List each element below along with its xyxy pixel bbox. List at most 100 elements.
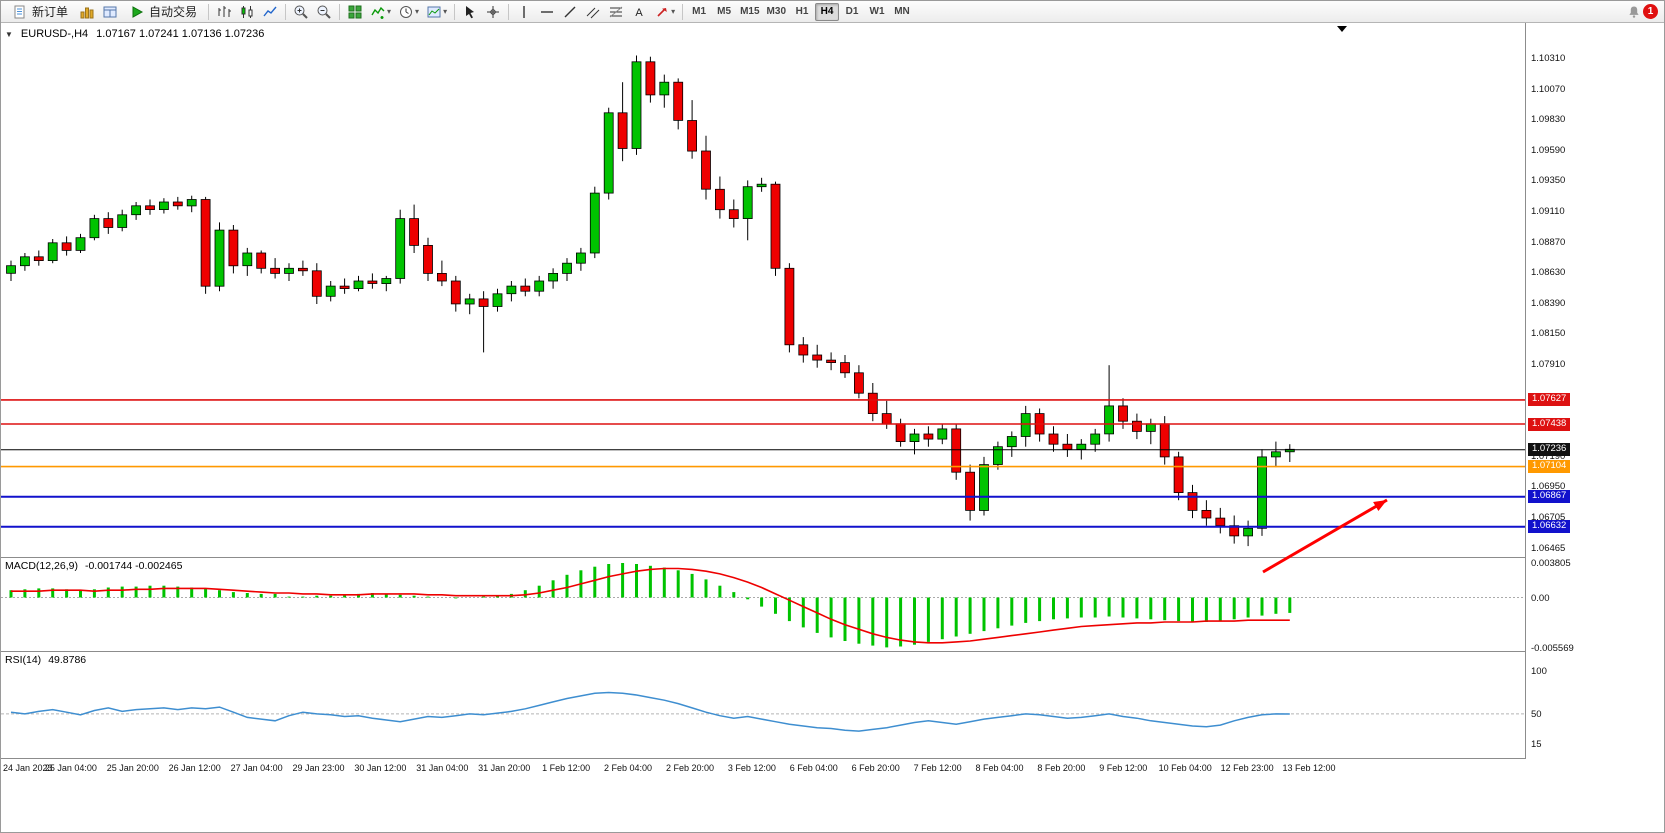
candle-body <box>200 199 211 287</box>
crosshair-button[interactable] <box>482 2 504 22</box>
fibonacci-button[interactable] <box>605 2 627 22</box>
new-order-icon <box>14 5 25 18</box>
charts-stack-icon <box>80 7 94 18</box>
candle-body <box>1145 423 1156 432</box>
candle-body <box>172 201 183 207</box>
candle-body <box>562 262 572 274</box>
timeframe-h1-button[interactable]: H1 <box>790 3 814 21</box>
candle-body <box>1062 443 1073 450</box>
candle-body <box>33 256 44 262</box>
line-chart-icon <box>263 6 277 16</box>
channel-button[interactable] <box>582 2 604 22</box>
price-badge[interactable]: 1.06867 <box>1528 490 1571 504</box>
candle-body <box>145 205 155 211</box>
candle-body <box>603 112 614 194</box>
candle-body <box>770 183 781 269</box>
cursor-button[interactable] <box>459 2 481 22</box>
rsi-axis-label: 100 <box>1531 666 1547 677</box>
candle-body <box>436 272 447 282</box>
timeframe-w1-button[interactable]: W1 <box>865 3 889 21</box>
price-badge[interactable]: 1.06632 <box>1528 520 1571 534</box>
candle-body <box>589 192 600 254</box>
candle-body <box>617 112 628 149</box>
price-axis-label: 1.07910 <box>1531 358 1566 370</box>
templates-button[interactable]: ▾ <box>423 2 450 22</box>
text-button[interactable]: A <box>628 2 650 22</box>
main-chart-plot[interactable] <box>1 23 1525 557</box>
candle-body <box>784 267 795 346</box>
chart-shift-marker[interactable] <box>1337 26 1347 32</box>
panel-divider[interactable] <box>1 651 1664 652</box>
charts-stack-button[interactable] <box>76 2 98 22</box>
timeframe-m1-button[interactable]: M1 <box>687 3 711 21</box>
price-badge[interactable]: 1.07104 <box>1528 460 1571 474</box>
autotrade-label: 自动交易 <box>149 5 198 19</box>
notification-badge[interactable]: 1 <box>1643 4 1658 19</box>
time-axis-label: 7 Feb 12:00 <box>913 763 962 773</box>
autotrade-play-icon <box>132 5 144 18</box>
candle-body <box>1006 436 1017 448</box>
trendline-button[interactable] <box>559 2 581 22</box>
tile-windows-button[interactable] <box>344 2 366 22</box>
zoom-in-button[interactable] <box>290 2 312 22</box>
one-click-trading-icon[interactable]: ▼ <box>5 29 13 39</box>
candle-body <box>423 244 433 274</box>
price-axis-label: 1.06465 <box>1531 543 1566 554</box>
price-badge[interactable]: 1.07438 <box>1528 417 1571 431</box>
timeframe-m30-button[interactable]: M30 <box>764 3 789 21</box>
periods-button[interactable]: ▾ <box>395 2 422 22</box>
dropdown-caret-icon: ▾ <box>443 7 448 16</box>
price-axis-label: 1.08390 <box>1531 297 1566 309</box>
profiles-button[interactable] <box>99 2 121 22</box>
price-axis-label: 1.09830 <box>1531 114 1566 126</box>
candle-body <box>1090 433 1101 445</box>
zoom-out-button[interactable] <box>313 2 335 22</box>
timeframe-mn-button[interactable]: MN <box>890 3 914 21</box>
price-axis-label: 1.09350 <box>1531 175 1566 187</box>
arrows-button[interactable]: ▾ <box>651 2 678 22</box>
panel-divider[interactable] <box>1 557 1664 558</box>
price-badge[interactable]: 1.07236 <box>1528 443 1571 457</box>
macd-header: MACD(12,26,9) -0.001744 -0.002465 <box>5 560 182 572</box>
candle-body <box>756 183 767 188</box>
indicators-button[interactable]: ▾ <box>367 2 394 22</box>
alerts-bell-icon[interactable] <box>1626 4 1642 20</box>
horizontal-line-button[interactable] <box>536 2 558 22</box>
candle-body <box>228 229 239 267</box>
timeframe-h4-button[interactable]: H4 <box>815 2 839 21</box>
toolbar-separator <box>508 3 510 20</box>
candle-body <box>854 372 864 394</box>
time-axis-label: 26 Jan 12:00 <box>168 763 221 773</box>
candlestick-chart-button[interactable] <box>236 2 258 22</box>
rsi-axis-label: 50 <box>1531 708 1542 720</box>
candle-body <box>701 150 711 190</box>
autotrade-button[interactable]: 自动交易 <box>122 2 204 22</box>
timeframe-m5-button[interactable]: M5 <box>712 3 736 21</box>
time-axis-label: 25 Jan 20:00 <box>106 763 159 773</box>
candle-body <box>534 280 545 292</box>
candle-body <box>826 359 836 364</box>
time-axis[interactable]: 24 Jan 2023 25 Jan 04:00 25 Jan 20:00 26 Ja… <box>1 759 1525 779</box>
macd-panel-plot[interactable] <box>1 558 1525 651</box>
candle-body <box>1201 509 1212 519</box>
line-chart-button[interactable] <box>259 2 281 22</box>
new-order-button[interactable]: 新订单 <box>5 2 75 22</box>
candle-body <box>867 392 878 415</box>
candle-body <box>909 433 920 442</box>
candle-body <box>1076 443 1087 450</box>
rsi-panel-plot[interactable] <box>1 652 1525 758</box>
candle-body <box>937 428 948 440</box>
timeframe-d1-button[interactable]: D1 <box>840 3 864 21</box>
toolbar-separator <box>208 3 210 20</box>
new-order-label: 新订单 <box>32 5 69 19</box>
candle-body <box>742 186 753 219</box>
vertical-line-button[interactable] <box>513 2 535 22</box>
candle-body <box>1187 492 1198 511</box>
price-axis[interactable]: 1.10310 1.10070 1.09830 1.09590 1.09350 1.091… <box>1526 23 1664 759</box>
candle-body <box>576 252 586 264</box>
timeframe-m15-button[interactable]: M15 <box>737 3 762 21</box>
price-badge[interactable]: 1.07627 <box>1528 393 1571 407</box>
macd-label: MACD(12,26,9) <box>5 560 78 572</box>
bar-chart-button[interactable] <box>213 2 235 22</box>
